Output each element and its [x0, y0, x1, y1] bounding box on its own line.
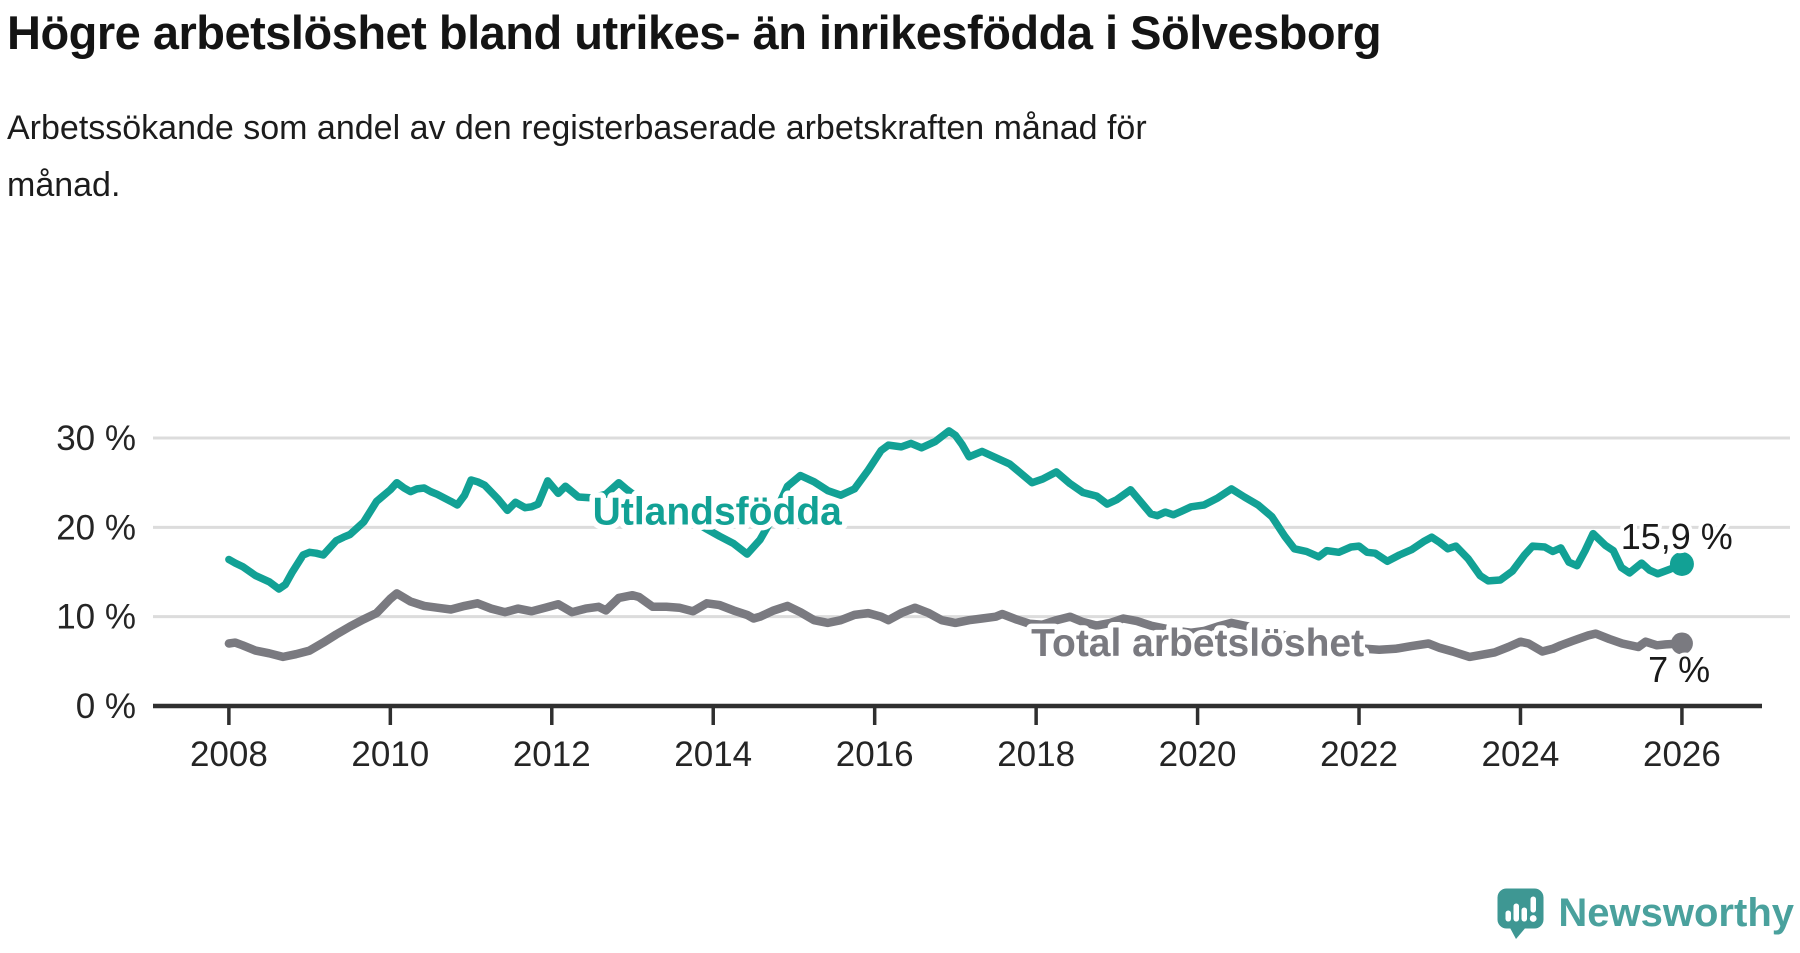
x-tick-label: 2014: [674, 735, 752, 774]
x-tick-label: 2010: [351, 735, 429, 774]
series-line-utlandsfodda: [225, 427, 1686, 593]
newsworthy-brand-text: Newsworthy: [1558, 891, 1794, 935]
x-tick-label: 2008: [190, 735, 268, 774]
x-tick-label: 2018: [997, 735, 1075, 774]
series-line-total-arbetsloshet: [224, 589, 1687, 662]
x-tick-label: 2024: [1482, 735, 1560, 774]
x-tick-label: 2026: [1643, 735, 1721, 774]
y-tick-label: 20 %: [56, 508, 136, 547]
end-value-label-total-arbetsloshet: 7 %: [1648, 649, 1710, 690]
series-label-utlandsfodda: Utlandsfödda: [593, 491, 842, 534]
x-tick-label: 2012: [513, 735, 591, 774]
y-tick-label: 10 %: [56, 598, 136, 637]
chart-header: Högre arbetslöshet bland utrikes- än inr…: [7, 2, 1382, 214]
end-dot-utlandsfodda: [1669, 551, 1694, 576]
end-dot-total-arbetsloshet: [1670, 632, 1693, 655]
newsworthy-logo: Newsworthy: [1496, 887, 1794, 940]
x-tick-label: 2020: [1159, 735, 1237, 774]
series-label-total-arbetsloshet: Total arbetslöshet: [1031, 622, 1364, 665]
x-tick-label: 2016: [836, 735, 914, 774]
end-value-label-utlandsfodda: 15,9 %: [1621, 516, 1733, 557]
newsworthy-bars-icon: [1497, 888, 1544, 939]
page-subtitle: Arbetssökande som andel av den registerb…: [7, 109, 1147, 204]
y-tick-label: 0 %: [76, 687, 136, 726]
page-title: Högre arbetslöshet bland utrikes- än inr…: [7, 6, 1382, 59]
y-tick-label: 30 %: [56, 419, 136, 458]
x-tick-label: 2022: [1320, 735, 1398, 774]
